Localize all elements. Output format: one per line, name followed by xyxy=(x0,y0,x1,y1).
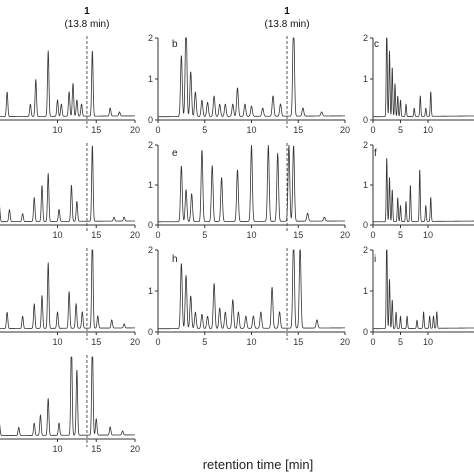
panel-label-f: f xyxy=(374,148,377,159)
x-tick-label-a-15: 15 xyxy=(91,125,101,135)
trace-b xyxy=(157,37,346,118)
y-tick-label-f-1: 1 xyxy=(363,180,368,190)
y-tick-label-e-0: 0 xyxy=(148,220,153,230)
y-tick-label-i-2: 2 xyxy=(363,245,368,255)
x-tick-label-e-0: 0 xyxy=(155,230,160,240)
panel-i: 0 1 2 0 5 10 i xyxy=(363,245,474,347)
panel-j: 10 15 20 xyxy=(0,355,140,454)
y-tick-label-c-2: 2 xyxy=(363,33,368,43)
y-tick-label-h-1: 1 xyxy=(148,286,153,296)
panel-label-e: e xyxy=(172,148,178,159)
y-tick-label-c-0: 0 xyxy=(363,115,368,125)
x-tick-label-d-20: 20 xyxy=(130,230,140,240)
annotation-sublabel: (13.8 min) xyxy=(64,19,109,30)
x-tick-label-a-20: 20 xyxy=(130,125,140,135)
x-tick-label-h-10: 10 xyxy=(246,337,256,347)
x-tick-label-b-10: 10 xyxy=(246,125,256,135)
y-tick-label-b-1: 1 xyxy=(148,74,153,84)
annotation-label-second: 1 xyxy=(284,6,290,17)
x-tick-label-h-0: 0 xyxy=(155,337,160,347)
trace-h xyxy=(157,249,346,330)
x-tick-label-f-10: 10 xyxy=(423,230,433,240)
panel-c: 0 1 2 0 5 10 c xyxy=(363,33,474,135)
x-tick-label-f-0: 0 xyxy=(370,230,375,240)
y-tick-label-f-0: 0 xyxy=(363,220,368,230)
x-tick-label-c-5: 5 xyxy=(398,125,403,135)
x-tick-label-e-10: 10 xyxy=(246,230,256,240)
y-tick-label-h-2: 2 xyxy=(148,245,153,255)
x-tick-label-i-10: 10 xyxy=(423,337,433,347)
trace-f xyxy=(372,158,474,223)
panel-label-h: h xyxy=(172,254,178,265)
x-tick-label-h-5: 5 xyxy=(202,337,207,347)
y-tick-label-e-1: 1 xyxy=(148,180,153,190)
panel-label-i: i xyxy=(374,254,376,265)
x-axis-label: retention time [min] xyxy=(203,457,314,472)
y-tick-label-b-2: 2 xyxy=(148,33,153,43)
x-tick-label-e-15: 15 xyxy=(293,230,303,240)
y-tick-label-e-2: 2 xyxy=(148,140,153,150)
x-tick-label-b-15: 15 xyxy=(293,125,303,135)
x-tick-label-g-20: 20 xyxy=(130,337,140,347)
trace-j xyxy=(0,356,136,436)
x-tick-label-d-10: 10 xyxy=(52,230,62,240)
x-tick-label-a-10: 10 xyxy=(52,125,62,135)
annotation-sublabel-second: (13.8 min) xyxy=(265,19,310,30)
y-tick-label-b-0: 0 xyxy=(148,115,153,125)
x-tick-label-d-15: 15 xyxy=(91,230,101,240)
y-tick-label-f-2: 2 xyxy=(363,140,368,150)
trace-a xyxy=(0,50,136,118)
y-tick-label-c-1: 1 xyxy=(363,74,368,84)
x-tick-label-c-10: 10 xyxy=(423,125,433,135)
x-tick-label-g-10: 10 xyxy=(52,337,62,347)
panel-label-b: b xyxy=(172,39,178,50)
x-tick-label-h-20: 20 xyxy=(340,337,350,347)
x-tick-label-e-5: 5 xyxy=(202,230,207,240)
x-tick-label-b-0: 0 xyxy=(155,125,160,135)
x-tick-label-f-5: 5 xyxy=(398,230,403,240)
panel-label-c: c xyxy=(374,39,379,50)
annotation-label: 1 xyxy=(84,6,90,17)
y-tick-label-i-0: 0 xyxy=(363,327,368,337)
y-tick-label-i-1: 1 xyxy=(363,286,368,296)
x-tick-label-g-15: 15 xyxy=(91,337,101,347)
trace-i xyxy=(372,249,474,330)
x-tick-label-j-10: 10 xyxy=(52,444,62,454)
x-tick-label-i-0: 0 xyxy=(370,337,375,347)
trace-e xyxy=(157,144,346,223)
x-tick-label-e-20: 20 xyxy=(340,230,350,240)
trace-g xyxy=(0,249,136,330)
panel-d: 10 15 20 xyxy=(0,143,140,240)
panel-f: 0 1 2 0 5 10 f xyxy=(363,140,474,240)
x-tick-label-h-15: 15 xyxy=(293,337,303,347)
x-tick-label-j-15: 15 xyxy=(91,444,101,454)
trace-d xyxy=(0,145,136,223)
x-tick-label-b-5: 5 xyxy=(202,125,207,135)
panel-a: 10 15 20 xyxy=(0,36,140,135)
x-tick-label-i-5: 5 xyxy=(398,337,403,347)
y-tick-label-h-0: 0 xyxy=(148,327,153,337)
x-tick-label-c-0: 0 xyxy=(370,125,375,135)
trace-c xyxy=(372,37,474,118)
panel-g: 10 15 20 xyxy=(0,248,140,347)
x-tick-label-j-20: 20 xyxy=(130,444,140,454)
x-tick-label-b-20: 20 xyxy=(340,125,350,135)
